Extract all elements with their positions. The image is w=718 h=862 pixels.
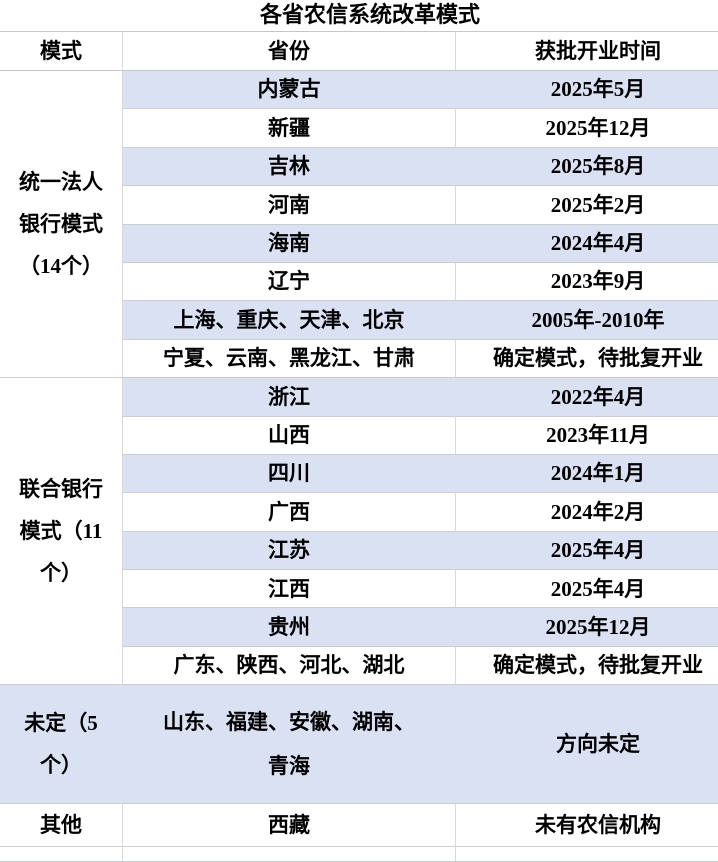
mode-cell-united: 联合银行 模式（11 个）	[0, 378, 122, 686]
time-cell: 2022年4月	[455, 378, 718, 417]
table-row: 河南 2025年2月	[0, 186, 718, 225]
province-cell: 上海、重庆、天津、北京	[122, 301, 455, 340]
time-cell: 确定模式，待批复开业	[455, 646, 718, 686]
table-row-title: 各省农信系统改革模式	[0, 0, 718, 32]
time-cell: 2023年11月	[455, 416, 718, 455]
column-header-time: 获批开业时间	[455, 32, 718, 71]
province-cell: 内蒙古	[122, 71, 455, 110]
table-row-partial	[0, 847, 718, 862]
table-header-row: 模式 省份 获批开业时间	[0, 32, 718, 71]
table-row: 贵州 2025年12月	[0, 608, 718, 647]
time-cell: 2025年12月	[455, 109, 718, 148]
province-cell: 广西	[122, 493, 455, 532]
province-cell: 浙江	[122, 378, 455, 417]
time-cell: 2024年1月	[455, 454, 718, 494]
province-cell: 江西	[122, 570, 455, 609]
time-cell: 2024年2月	[455, 493, 718, 532]
table-row: 辽宁 2023年9月	[0, 262, 718, 302]
table-row: 江西 2025年4月	[0, 570, 718, 609]
table-row-undecided: 未定（5 个） 山东、福建、安徽、湖南、 青海 方向未定	[0, 685, 718, 805]
table-row: 吉林 2025年8月	[0, 147, 718, 187]
time-cell: 2025年4月	[455, 570, 718, 609]
table-row-other: 其他 西藏 未有农信机构	[0, 804, 718, 848]
time-cell: 2025年2月	[455, 186, 718, 225]
province-cell: 江苏	[122, 531, 455, 571]
table-row: 广东、陕西、河北、湖北 确定模式，待批复开业	[0, 646, 718, 686]
time-cell: 未有农信机构	[455, 804, 718, 848]
province-cell: 海南	[122, 224, 455, 263]
province-cell: 广东、陕西、河北、湖北	[122, 646, 455, 686]
table-row: 联合银行 模式（11 个） 浙江 2022年4月	[0, 378, 718, 686]
time-cell: 2025年8月	[455, 147, 718, 187]
time-cell: 2025年5月	[455, 71, 718, 110]
province-cell: 贵州	[122, 608, 455, 647]
province-cell: 辽宁	[122, 262, 455, 302]
table-title: 各省农信系统改革模式	[0, 0, 718, 32]
table-row: 宁夏、云南、黑龙江、甘肃 确定模式，待批复开业	[0, 339, 718, 379]
mode-cell-other: 其他	[0, 804, 122, 848]
table-row: 四川 2024年1月	[0, 454, 718, 494]
province-cell: 吉林	[122, 147, 455, 187]
province-cell: 新疆	[122, 109, 455, 148]
province-cell: 宁夏、云南、黑龙江、甘肃	[122, 339, 455, 379]
mode-cell-unified: 统一法人 银行模式 （14个）	[0, 71, 122, 379]
time-cell: 2023年9月	[455, 262, 718, 302]
time-cell: 2024年4月	[455, 224, 718, 263]
column-header-province: 省份	[122, 32, 455, 71]
province-cell: 山西	[122, 416, 455, 455]
province-cell: 四川	[122, 454, 455, 494]
province-cell: 西藏	[122, 804, 455, 848]
table-row: 山西 2023年11月	[0, 416, 718, 455]
table-row: 海南 2024年4月	[0, 224, 718, 263]
province-cell-empty	[122, 847, 455, 862]
province-cell: 河南	[122, 186, 455, 225]
table-row: 新疆 2025年12月	[0, 109, 718, 148]
time-cell: 确定模式，待批复开业	[455, 339, 718, 379]
table-row: 广西 2024年2月	[0, 493, 718, 532]
table-row: 江苏 2025年4月	[0, 531, 718, 571]
table-row: 统一法人 银行模式 （14个） 内蒙古 2025年5月	[0, 71, 718, 379]
time-cell: 2025年12月	[455, 608, 718, 647]
mode-cell-empty	[0, 847, 122, 862]
mode-cell-undecided: 未定（5 个）	[0, 685, 122, 805]
column-header-mode: 模式	[0, 32, 122, 71]
table-row: 上海、重庆、天津、北京 2005年-2010年	[0, 301, 718, 340]
time-cell-empty	[455, 847, 718, 862]
time-cell: 2025年4月	[455, 531, 718, 571]
time-cell: 2005年-2010年	[455, 301, 718, 340]
province-cell: 山东、福建、安徽、湖南、 青海	[122, 685, 455, 805]
time-cell: 方向未定	[455, 685, 718, 805]
